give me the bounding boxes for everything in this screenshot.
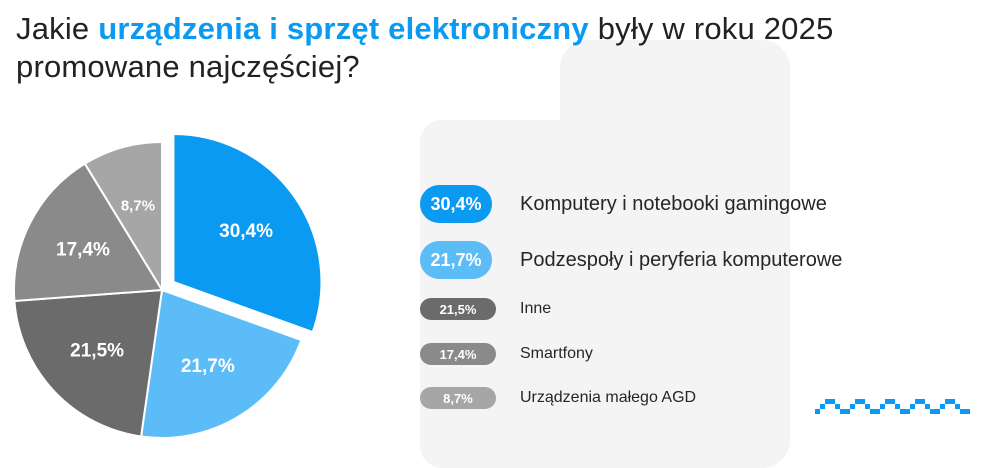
legend-value-badge: 21,7%	[420, 241, 492, 279]
chart-legend: 30,4% Komputery i notebooki gamingowe 21…	[420, 0, 980, 468]
pie-chart: 30,4% 21,7% 21,5% 17,4% 8,7%	[13, 132, 323, 439]
pixel-wave-block	[900, 409, 905, 414]
pie-slice-smartfony	[13, 162, 164, 303]
legend-item-smartfony: 17,4% Smartfony	[420, 343, 593, 365]
pixel-wave-block	[880, 404, 885, 409]
pixel-wave-block	[855, 399, 860, 404]
legend-value-badge: 8,7%	[420, 387, 496, 409]
pixel-wave-block	[820, 404, 825, 409]
legend-label: Smartfony	[520, 345, 593, 362]
pixel-wave-block	[920, 399, 925, 404]
legend-item-agd: 8,7% Urządzenia małego AGD	[420, 387, 696, 409]
pixel-wave-block	[935, 409, 940, 414]
pixel-wave-block	[890, 399, 895, 404]
title-part-1: Jakie	[16, 11, 99, 46]
pie-slice-komputery	[172, 132, 323, 334]
pixel-wave-block	[845, 409, 850, 414]
pixel-wave-block	[830, 399, 835, 404]
pixel-wave-block	[915, 399, 920, 404]
legend-value-badge: 17,4%	[420, 343, 496, 365]
legend-item-komputery: 30,4% Komputery i notebooki gamingowe	[420, 185, 827, 223]
pixel-wave-block	[910, 404, 915, 409]
pixel-wave-block	[815, 409, 820, 414]
legend-label: Urządzenia małego AGD	[520, 389, 697, 406]
pixel-wave-block	[905, 409, 910, 414]
pixel-wave-block	[835, 404, 840, 409]
legend-value-badge: 21,5%	[420, 298, 496, 320]
pixel-wave-block	[875, 409, 880, 414]
pie-label-smartfony: 17,4%	[56, 239, 110, 260]
pie-label-inne: 21,5%	[70, 341, 124, 362]
chart-title: Jakie urządzenia i sprzęt elektroniczny …	[16, 10, 976, 86]
title-highlight: urządzenia i sprzęt elektroniczny	[98, 11, 589, 46]
pixel-wave-block	[865, 404, 870, 409]
pixel-wave-block	[825, 399, 830, 404]
pixel-wave-decoration	[815, 399, 970, 414]
legend-item-podzespoly: 21,7% Podzespoły i peryferia komputerowe	[420, 241, 842, 279]
pixel-wave-block	[930, 409, 935, 414]
pixel-wave-block	[955, 404, 960, 409]
legend-value-badge: 30,4%	[420, 185, 492, 223]
pixel-wave-block	[885, 399, 890, 404]
pixel-wave-block	[870, 409, 875, 414]
pixel-wave-block	[965, 409, 970, 414]
pixel-wave-block	[925, 404, 930, 409]
pie-slice-podzespoly	[139, 288, 303, 439]
pixel-wave-block	[960, 409, 965, 414]
pixel-wave-block	[940, 404, 945, 409]
background-shape	[560, 40, 790, 468]
pixel-wave-block	[860, 399, 865, 404]
pixel-wave-block	[950, 399, 955, 404]
pie-slice-inne	[13, 288, 164, 438]
pie-label-podzespoly: 21,7%	[181, 356, 235, 377]
pie-slice-agd	[83, 140, 163, 294]
title-part-2: były w roku 2025 promowane najczęściej?	[16, 11, 834, 84]
pie-label-komputery: 30,4%	[219, 221, 273, 242]
pixel-wave-block	[945, 399, 950, 404]
pixel-wave-block	[850, 404, 855, 409]
legend-label: Komputery i notebooki gamingowe	[520, 192, 827, 215]
pie-label-agd: 8,7%	[121, 198, 155, 215]
pixel-wave-block	[895, 404, 900, 409]
legend-label: Inne	[520, 300, 552, 317]
pixel-wave-block	[840, 409, 845, 414]
legend-label: Podzespoły i peryferia komputerowe	[520, 248, 843, 271]
legend-item-inne: 21,5% Inne	[420, 298, 551, 320]
